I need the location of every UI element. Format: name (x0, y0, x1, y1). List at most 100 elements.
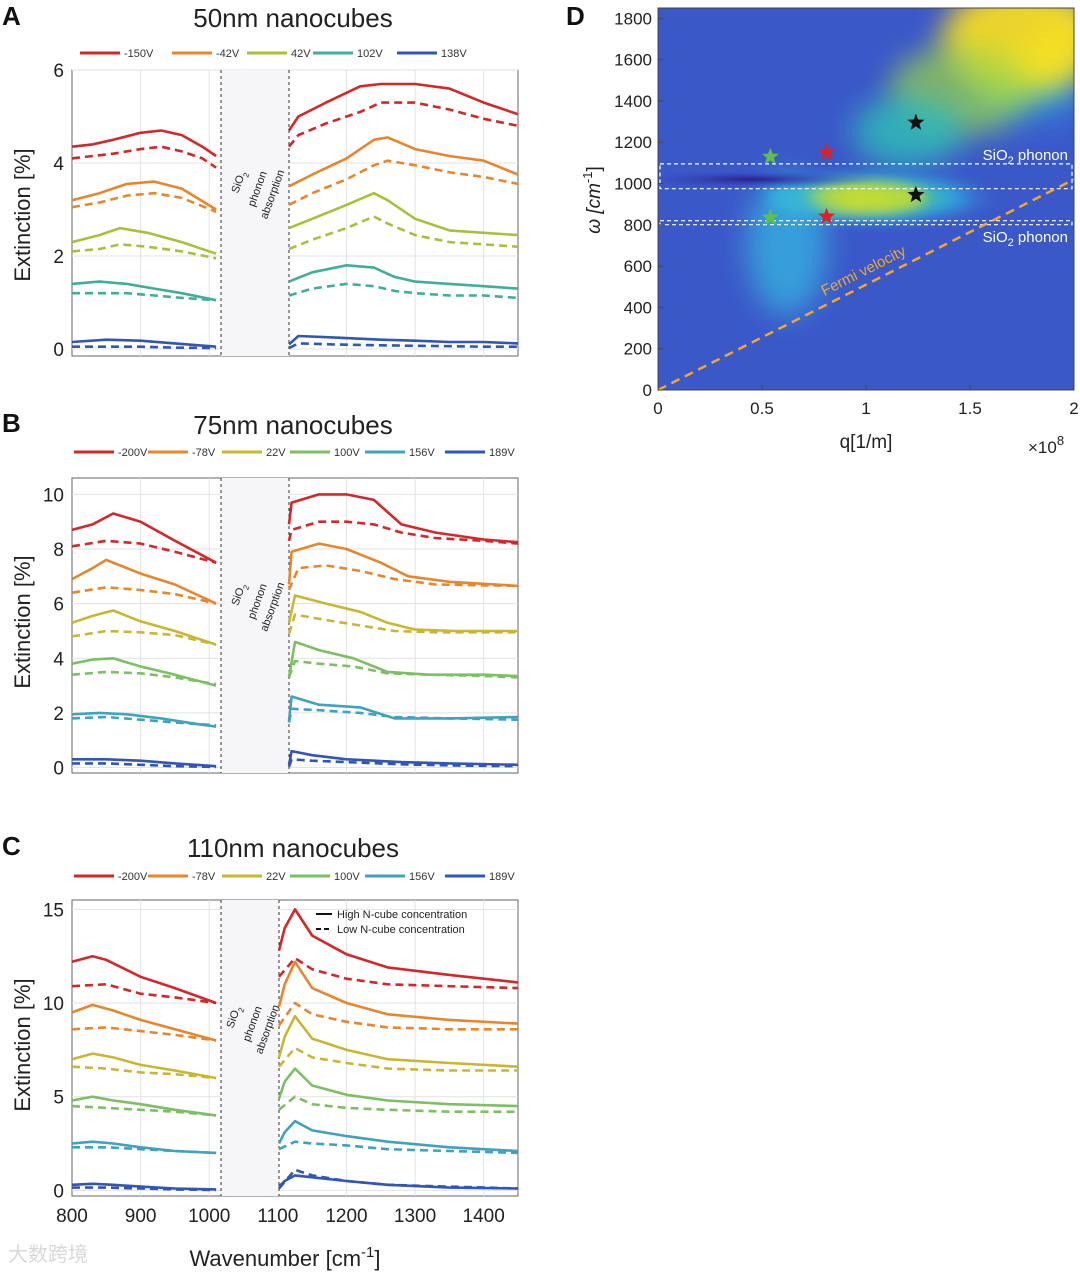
y-tick-label: 15 (43, 900, 64, 921)
legend-label: 100V (334, 447, 360, 459)
panel-c-letter: C (2, 831, 21, 861)
gap-label-sub: 2 (236, 1006, 246, 1014)
panel-d-ylabel-main: ω [cm (584, 183, 605, 234)
x-tick-label: 1300 (394, 1206, 436, 1227)
panel-b: B 75nm nanocubes -200V -78V 22V 100V 156V 189… (2, 408, 519, 780)
upper-branch-low (852, 96, 963, 167)
lower-branch-peak (806, 182, 926, 213)
y-tick-label: 1400 (614, 92, 652, 111)
y-tick-label: 0 (643, 381, 652, 400)
style-legend-high: High N-cube concentration (337, 909, 467, 921)
phonon-label-sub: 2 (1008, 237, 1014, 249)
series-line-high (288, 191, 519, 237)
gap-label-sub: 2 (241, 171, 251, 179)
legend-label: 156V (409, 447, 435, 459)
panel-a-legend: -150V -42V 42V 102V 138V (80, 48, 467, 60)
series-line-low (71, 629, 217, 646)
series-line-low (71, 145, 217, 169)
series-line-low (71, 586, 217, 605)
legend-label: -150V (124, 48, 154, 60)
y-tick-label: 6 (53, 595, 64, 616)
plot-frame (71, 477, 519, 774)
lower-wedge-glow (746, 175, 827, 316)
y-tick-label: 2 (53, 704, 64, 725)
panel-d-ylabel-end: ] (584, 166, 605, 171)
series-line-low (287, 613, 518, 635)
phonon-label-sio: SiO (983, 229, 1008, 246)
y-tick-label: 10 (43, 485, 64, 506)
series-line-low (278, 1095, 518, 1113)
series-line-low (288, 159, 519, 207)
y-tick-label: 4 (53, 154, 64, 175)
series-line-high (71, 180, 217, 211)
panel-c-xlabel: Wavenumber [cm-1] (189, 1244, 380, 1271)
series-line-low (278, 1140, 519, 1155)
panel-b-letter: B (2, 408, 21, 438)
phonon-label-rest: phonon (1014, 229, 1068, 246)
series-line-high (277, 960, 519, 1025)
phonon-band-label: SiO2 phonon (983, 229, 1068, 249)
legend-label: 100V (334, 871, 360, 883)
legend-label: 156V (409, 871, 435, 883)
panel-b-title: 75nm nanocubes (193, 410, 392, 440)
panel-a: A 50nm nanocubes -150V -42V 42V 102V 138V 0 2… (2, 1, 519, 361)
phonon-absorption-region (221, 900, 279, 1196)
x-tick-label: 1100 (257, 1206, 298, 1227)
series-line-high (287, 594, 518, 633)
series-line-high (71, 711, 217, 728)
series-line-high (71, 558, 217, 605)
series-line-low (72, 291, 217, 302)
series-line-high (71, 280, 217, 302)
series-line-high (71, 1052, 217, 1080)
legend-label: -200V (118, 447, 148, 459)
phonon-label-sio: SiO (983, 147, 1008, 164)
series-line-high (287, 542, 519, 588)
marker-star (907, 113, 925, 130)
marker-star (907, 185, 925, 203)
legend-label: -78V (192, 871, 216, 883)
x-tick-label: 800 (56, 1206, 88, 1227)
x-tick-label: 2 (1069, 399, 1078, 418)
series-line-low (287, 564, 519, 591)
phonon-absorption-region (221, 478, 289, 773)
series-line-low (287, 520, 519, 545)
style-legend-low: Low N-cube concentration (337, 924, 465, 936)
marker-star (817, 143, 835, 160)
series-line-high (287, 493, 519, 544)
series-line-low (71, 1026, 217, 1042)
series-line-high (277, 1014, 519, 1068)
series-line-low (71, 1104, 217, 1117)
phonon-label-sub: 2 (1008, 155, 1014, 167)
series-line-high (71, 512, 217, 564)
x-tick-label: 1200 (325, 1206, 367, 1227)
series-line-high (72, 758, 217, 768)
marker-star (761, 147, 779, 164)
series-line-high (277, 908, 519, 984)
panel-a-ylabel: Extinction [%] (10, 148, 35, 281)
y-tick-label: 600 (624, 257, 652, 276)
y-tick-label: 1600 (614, 51, 652, 70)
y-tick-label: 8 (53, 540, 64, 561)
panel-c-xlabel-end: ] (374, 1246, 380, 1271)
panel-c-xlabel-sup: -1 (361, 1244, 374, 1261)
series-line-high (288, 136, 519, 188)
series-line-low (71, 670, 217, 686)
y-tick-label: 1000 (614, 175, 652, 194)
panel-c-title: 110nm nanocubes (187, 833, 399, 863)
phonon-band-box (659, 163, 1073, 190)
heatmap (658, 8, 1074, 390)
series-line-low (72, 1146, 217, 1155)
series-line-low (72, 345, 217, 350)
panel-c-legend: -200V -78V 22V 100V 156V 189V (74, 871, 515, 883)
plot-frame (71, 69, 519, 357)
panel-d-x-multiplier-base: ×10 (1028, 438, 1057, 457)
fermi-velocity-line (657, 178, 1075, 392)
series-line-high (287, 82, 519, 132)
y-tick-label: 1800 (614, 9, 652, 28)
series-line-high (71, 226, 217, 255)
phonon-band-box (659, 220, 1073, 226)
series-line-low (71, 191, 217, 214)
panel-b-ylabel: Extinction [%] (10, 555, 35, 688)
